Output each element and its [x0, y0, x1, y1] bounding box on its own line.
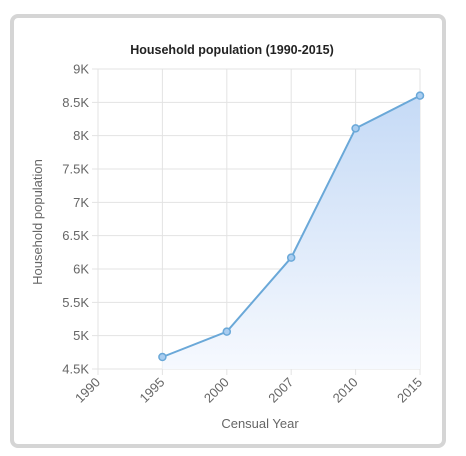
- data-points: [158, 91, 425, 362]
- x-axis-title: Censual Year: [221, 416, 299, 431]
- y-axis: 4.5K 5K 5.5K 6K 6.5K 7K 7.5K 8K 8.5K 9K: [62, 62, 89, 377]
- x-tick-label: 2007: [265, 375, 296, 406]
- data-point[interactable]: [222, 327, 232, 336]
- y-tick-label: 4.5K: [62, 362, 89, 377]
- chart-title: Household population (1990-2015): [130, 43, 334, 57]
- y-tick-label: 7K: [73, 195, 89, 210]
- y-tick-label: 8.5K: [62, 95, 89, 110]
- y-tick-label: 6.5K: [62, 228, 89, 243]
- x-tick-label: 2000: [201, 375, 232, 406]
- x-tick-label: 1995: [136, 375, 167, 406]
- data-point[interactable]: [286, 253, 296, 262]
- y-axis-title: Household population: [30, 159, 45, 285]
- y-tick-label: 8K: [73, 128, 89, 143]
- x-tick-label: 1990: [72, 375, 103, 406]
- y-tick-label: 9K: [73, 62, 89, 77]
- y-tick-label: 7.5K: [62, 162, 89, 177]
- x-axis: 1990 1995 2000 2007 2010 2015: [72, 375, 425, 406]
- data-point[interactable]: [158, 352, 167, 362]
- data-point[interactable]: [415, 91, 425, 100]
- x-tick-label: 2015: [394, 375, 425, 406]
- area-fill: [162, 95, 420, 370]
- y-tick-label: 5K: [73, 328, 89, 343]
- x-tick-label: 2010: [330, 375, 361, 406]
- data-point[interactable]: [351, 124, 360, 133]
- y-tick-label: 6K: [73, 262, 89, 277]
- y-tick-label: 5.5K: [62, 295, 89, 310]
